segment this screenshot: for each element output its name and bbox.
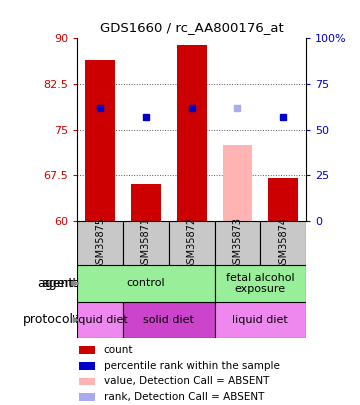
Text: protocol: protocol — [23, 313, 74, 326]
Bar — [123, 302, 215, 338]
Text: GSM35875: GSM35875 — [95, 216, 105, 270]
Bar — [85, 60, 115, 221]
Bar — [131, 184, 161, 221]
Bar — [268, 178, 298, 221]
Text: count: count — [104, 345, 133, 355]
Text: GSM35871: GSM35871 — [141, 217, 151, 269]
Bar — [215, 221, 260, 265]
Bar — [222, 145, 252, 221]
Bar — [177, 45, 207, 221]
Bar — [260, 221, 306, 265]
Bar — [77, 221, 123, 265]
Bar — [215, 302, 306, 338]
Text: agent: agent — [41, 277, 77, 290]
Text: value, Detection Call = ABSENT: value, Detection Call = ABSENT — [104, 377, 269, 386]
Text: liquid diet: liquid diet — [72, 315, 128, 325]
Bar — [215, 265, 306, 302]
Title: GDS1660 / rc_AA800176_at: GDS1660 / rc_AA800176_at — [100, 21, 284, 34]
Text: agent: agent — [37, 277, 74, 290]
Text: fetal alcohol
exposure: fetal alcohol exposure — [226, 273, 294, 294]
Text: GSM35874: GSM35874 — [278, 217, 288, 269]
Bar — [79, 378, 95, 385]
Text: liquid diet: liquid diet — [233, 315, 288, 325]
Bar — [79, 346, 95, 354]
Text: solid diet: solid diet — [143, 315, 194, 325]
Text: rank, Detection Call = ABSENT: rank, Detection Call = ABSENT — [104, 392, 264, 402]
Text: GSM35873: GSM35873 — [233, 217, 242, 269]
Bar — [79, 362, 95, 369]
Bar — [169, 221, 215, 265]
Bar — [77, 302, 123, 338]
Bar — [77, 265, 215, 302]
Text: GSM35872: GSM35872 — [187, 216, 197, 270]
Text: percentile rank within the sample: percentile rank within the sample — [104, 361, 279, 371]
Bar — [123, 221, 169, 265]
Text: control: control — [127, 279, 165, 288]
Bar — [79, 393, 95, 401]
